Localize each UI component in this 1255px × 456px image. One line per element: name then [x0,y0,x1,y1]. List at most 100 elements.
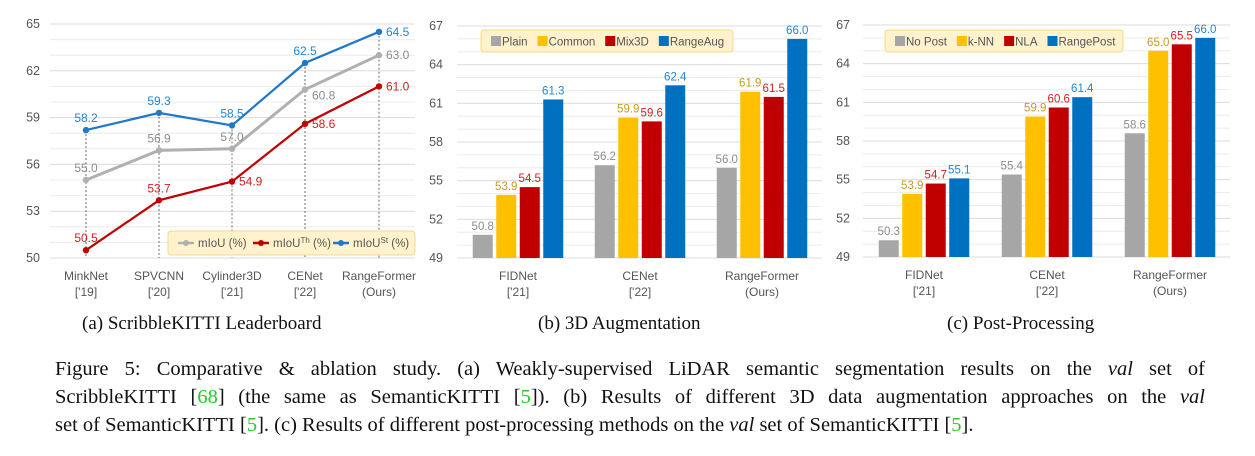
bar [618,117,639,258]
bar [763,96,784,258]
citation-link[interactable]: 5 [951,414,962,436]
legend-label: RangePost [1059,37,1117,49]
bar [925,183,946,257]
legend-label: k-NN [968,37,994,49]
legend-marker [258,240,264,246]
y-tick-label: 50 [26,251,40,265]
bar [641,121,662,258]
y-tick-label: 53 [26,204,40,218]
legend-swatch [605,36,616,46]
x-tick-label: FIDNet [905,268,944,282]
data-label: 56.2 [594,151,616,163]
y-tick-label: 58 [836,134,850,148]
x-tick-label: RangeFormer [342,269,416,283]
data-label: 61.4 [1071,83,1094,95]
subcaption-c: (c) Post-Processing [947,313,1095,334]
legend-label: mIoUSt (%) [353,236,409,250]
data-point [301,59,309,67]
x-tick-label: RangeFormer [725,269,799,283]
data-label: 59.3 [147,94,171,108]
data-point [82,247,90,254]
caption-text: ]). (b) Results of different 3D data aug… [530,386,1180,408]
x-tick-label: FIDNet [499,269,538,283]
legend-swatch [895,36,905,46]
y-tick-label: 49 [836,250,850,264]
bar [1148,50,1169,258]
legend-swatch [956,36,967,46]
legend: No Post k-NN NLA RangePost [884,29,1124,53]
x-tick-label: SPVCNN [134,269,184,283]
y-tick-label: 67 [429,19,443,33]
x-tick-label: CENet [622,269,658,283]
bar [1001,174,1022,257]
data-label: 61.5 [763,83,785,95]
caption-text: ]. [961,414,974,436]
caption-text: set of SemanticKITTI [ [55,414,247,436]
x-tick-label: (Ours) [745,285,779,299]
legend-label: mIoUTh (%) [273,236,331,250]
caption-text: Figure 5: Comparative & ablation study. … [55,358,1108,380]
data-label: 60.6 [1048,93,1070,105]
x-tick-label: ['19] [75,285,97,299]
bar [878,240,899,257]
data-label: 55.1 [948,164,970,176]
bar [594,165,615,258]
x-tick-label: ['22] [294,285,316,299]
data-point [375,83,383,90]
legend-swatch [491,36,501,46]
x-tick-label: MinkNet [64,269,109,283]
figure-charts: 50 53 56 59 62 65 MinkNet ['19] SPVCNN ['20] Cylin… [26,17,1230,299]
data-point [228,178,236,185]
data-label: 53.7 [147,181,171,195]
legend-swatch [537,36,548,46]
legend-label: Mix3D [616,37,649,49]
data-label: 61.9 [739,78,761,90]
x-tick-label: CENet [287,269,323,283]
x-tick-label: ['22] [1036,284,1058,298]
data-label: 65.0 [1147,37,1169,49]
data-label: 66.0 [786,25,808,37]
data-label: 55.4 [1001,161,1024,173]
data-label: 60.8 [312,89,336,103]
data-label: 50.3 [878,226,900,238]
y-tick-label: 61 [429,96,443,110]
bar [1025,116,1046,257]
citation-link[interactable]: 5 [520,386,531,408]
legend-swatch [658,36,669,46]
bar [496,194,517,258]
y-tick-label: 49 [429,251,443,265]
data-label: 58.5 [220,106,244,120]
data-label: 57.0 [220,130,244,144]
chart-1: 49 52 55 58 61 64 67 FIDNet ['21] CENet ['22] Range… [429,19,822,299]
legend-marker [183,240,189,246]
chart-2: 49 52 55 58 61 64 67 FIDNet ['21] CENet ['22] Range… [836,18,1230,298]
citation-link[interactable]: 5 [246,414,258,436]
y-tick-label: 64 [429,58,443,72]
legend-label: RangeAug [670,37,724,49]
y-tick-label: 64 [836,57,850,71]
data-label: 53.9 [495,181,517,193]
data-label: 56.0 [716,154,738,166]
bar [949,178,970,257]
data-label: 59.9 [1024,103,1046,115]
citation-link[interactable]: 68 [197,386,218,408]
y-tick-label: 62 [26,64,40,78]
data-point [155,109,163,117]
data-point [301,120,309,128]
data-point [155,147,163,154]
data-point [228,145,236,152]
caption-text: val [729,414,755,436]
x-tick-label: ['21] [221,285,243,299]
caption-text: set of SemanticKITTI [ [754,414,952,436]
y-tick-label: 55 [836,173,850,187]
caption-text: set of [1132,358,1205,380]
caption-line-2: ScribbleKITTI [68] (the same as Semantic… [55,386,1205,409]
data-point [375,52,383,59]
subcaption-b: (b) 3D Augmentation [538,313,701,334]
data-label: 63.0 [386,48,410,62]
legend-label: mIoU (%) [198,238,247,250]
y-tick-label: 61 [836,95,850,109]
bar [543,99,564,258]
y-tick-label: 59 [26,111,40,125]
data-point [228,122,236,129]
